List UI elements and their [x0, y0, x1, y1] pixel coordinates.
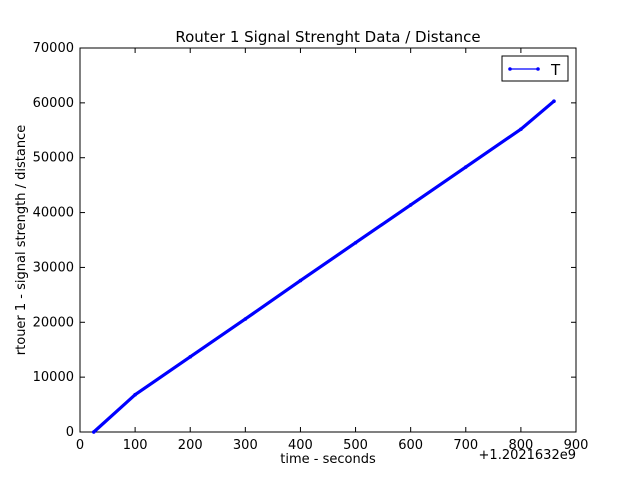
- x-tick-label: 300: [233, 438, 258, 453]
- legend-marker-right: [536, 67, 540, 71]
- data-point: [463, 165, 468, 169]
- y-tick-label: 50000: [33, 151, 74, 166]
- y-tick-label: 60000: [33, 96, 74, 111]
- data-point: [188, 355, 193, 359]
- legend: T: [501, 55, 569, 82]
- y-tick-label: 10000: [33, 370, 74, 385]
- y-tick-label: 30000: [33, 260, 74, 275]
- data-point: [91, 430, 96, 434]
- x-tick-label: 200: [178, 438, 203, 453]
- y-axis: 0 10000 20000 30000 40000 50000 60000 70000: [33, 41, 576, 440]
- data-point: [133, 392, 137, 397]
- plot-frame: [79, 47, 577, 433]
- legend-label: T: [550, 61, 561, 79]
- x-tick-label: 500: [343, 438, 368, 453]
- series-line: [92, 99, 556, 434]
- x-axis-label: time - seconds: [280, 452, 376, 467]
- x-tick-label: 0: [76, 438, 84, 453]
- data-point: [243, 317, 248, 321]
- x-tick-label: 800: [508, 438, 533, 453]
- x-tick-label: 600: [398, 438, 423, 453]
- x-tick-label: 400: [288, 438, 313, 453]
- data-point: [408, 203, 413, 207]
- plot-area: [79, 47, 577, 433]
- data-point: [552, 99, 556, 104]
- x-tick-label: 700: [453, 438, 478, 453]
- y-tick-label: 20000: [33, 315, 74, 330]
- y-tick-label: 70000: [33, 41, 74, 56]
- data-point: [298, 278, 303, 283]
- y-axis-label: rtouer 1 - signal strength / distance: [14, 125, 29, 355]
- x-offset-label: +1.2021632e9: [479, 448, 576, 463]
- chart-title: Router 1 Signal Strenght Data / Distance: [175, 28, 480, 46]
- data-point: [353, 240, 358, 245]
- data-point: [519, 127, 523, 131]
- y-tick-label: 0: [66, 425, 74, 440]
- y-tick-label: 40000: [33, 206, 74, 221]
- series-group: [91, 99, 556, 434]
- x-tick-label: 900: [564, 438, 589, 453]
- x-tick-label: 100: [123, 438, 148, 453]
- x-axis: 0 100 200 300 400 500 600 700 800 900: [76, 48, 589, 453]
- legend-marker-left: [508, 67, 512, 71]
